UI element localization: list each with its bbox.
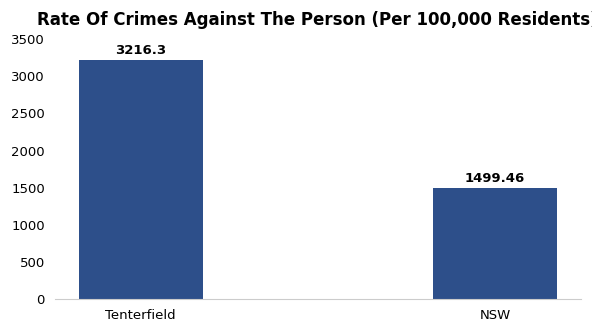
Title: Rate Of Crimes Against The Person (Per 100,000 Residents): Rate Of Crimes Against The Person (Per 1…	[37, 11, 592, 29]
Text: 1499.46: 1499.46	[465, 172, 525, 185]
Bar	[79, 60, 202, 299]
Bar	[433, 188, 557, 299]
Text: 3216.3: 3216.3	[115, 44, 166, 57]
